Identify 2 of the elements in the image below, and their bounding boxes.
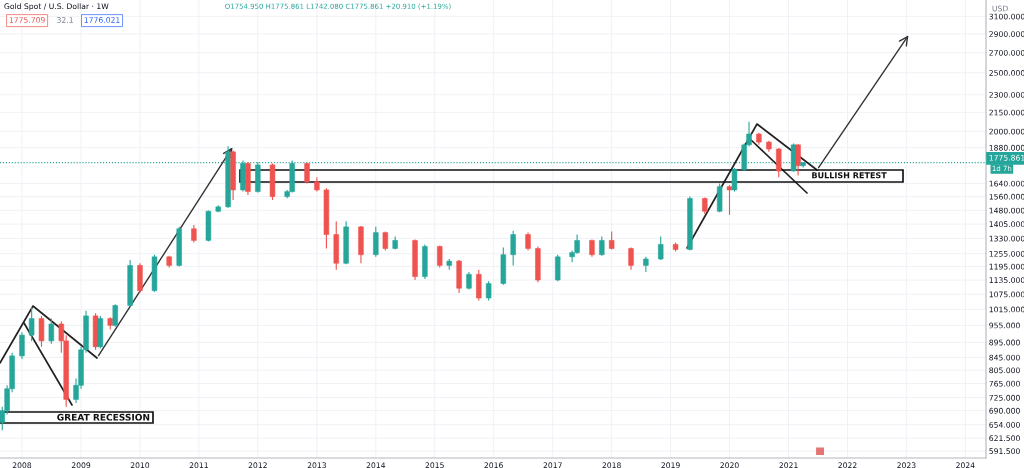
annotation: GREAT RECESSION	[57, 413, 150, 421]
annotation: BULLISH RETEST	[812, 172, 887, 179]
